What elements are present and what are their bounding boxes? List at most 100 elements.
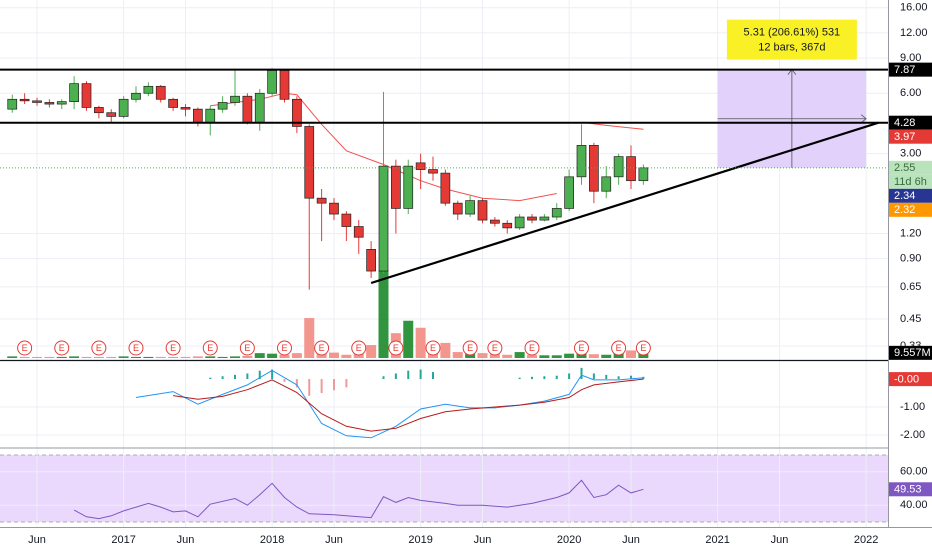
candle-body bbox=[613, 156, 624, 178]
volume-bar bbox=[131, 356, 141, 358]
macd-histogram-bar bbox=[630, 375, 632, 380]
macd-histogram-bar bbox=[221, 376, 224, 380]
earnings-marker bbox=[17, 340, 33, 356]
macd-histogram-bar bbox=[432, 372, 434, 380]
volume-bar bbox=[7, 356, 18, 358]
x-tick-label: Jun bbox=[325, 534, 343, 546]
price-badge-bg bbox=[889, 188, 932, 203]
volume-bar bbox=[502, 354, 513, 358]
y-tick-label: 0.90 bbox=[900, 252, 921, 264]
x-tick-label: 2020 bbox=[557, 534, 581, 546]
macd-badge: -0.00 bbox=[894, 374, 919, 386]
macd-histogram-bar bbox=[382, 376, 385, 380]
earnings-marker bbox=[635, 340, 651, 356]
volume-bar bbox=[588, 354, 599, 358]
countdown-badge-bg bbox=[889, 174, 932, 189]
volume-badge-bg bbox=[889, 345, 932, 360]
volume-bar bbox=[205, 356, 216, 358]
candle-body bbox=[230, 95, 240, 103]
candle-body bbox=[143, 85, 154, 94]
volume-bar bbox=[81, 356, 92, 358]
candle-body bbox=[44, 102, 55, 105]
rsi-line bbox=[73, 479, 644, 520]
macd-histogram-bar bbox=[295, 379, 298, 388]
volume-bar bbox=[527, 354, 537, 358]
earnings-label: E bbox=[467, 343, 473, 353]
earnings-label: E bbox=[96, 343, 102, 353]
earnings-marker bbox=[128, 340, 144, 356]
earnings-label: E bbox=[319, 343, 325, 353]
candle-body bbox=[576, 145, 587, 178]
earnings-label: E bbox=[430, 343, 436, 353]
x-tick-label: 2017 bbox=[111, 534, 135, 546]
macd-histogram-bar bbox=[283, 379, 286, 382]
candle-body bbox=[378, 165, 389, 272]
price-axis bbox=[888, 0, 932, 527]
candle-body bbox=[7, 98, 18, 110]
volume-bar bbox=[106, 356, 117, 358]
macd-badge-bg bbox=[889, 372, 932, 387]
candle-body bbox=[168, 98, 178, 108]
macd-line bbox=[135, 369, 644, 439]
candle-body bbox=[391, 165, 401, 209]
candle-body bbox=[205, 108, 216, 123]
candle-body bbox=[415, 162, 426, 170]
macd-histogram-bar bbox=[246, 373, 249, 380]
candle-body bbox=[428, 169, 438, 174]
measure-arrowhead bbox=[860, 114, 867, 124]
candle-body bbox=[403, 165, 414, 209]
candle-body bbox=[329, 202, 339, 215]
earnings-marker bbox=[54, 340, 70, 356]
macd-histogram-bar bbox=[407, 370, 410, 380]
volume-bar bbox=[19, 356, 30, 358]
candle-body bbox=[180, 107, 191, 110]
volume-bar bbox=[242, 355, 253, 358]
volume-bar bbox=[452, 352, 463, 358]
volume-bar bbox=[366, 345, 377, 358]
candle-body bbox=[465, 200, 475, 215]
earnings-label: E bbox=[393, 343, 399, 353]
earnings-label: E bbox=[529, 343, 535, 353]
price-badge-bg bbox=[889, 202, 932, 217]
y-tick-label: 6.00 bbox=[900, 87, 921, 99]
macd-histogram-bar bbox=[333, 379, 335, 391]
volume-bar bbox=[551, 355, 562, 358]
earnings-marker bbox=[388, 340, 404, 356]
trendline bbox=[370, 121, 879, 285]
x-tick-label: 2018 bbox=[260, 534, 284, 546]
earnings-marker bbox=[487, 340, 503, 356]
candle-body bbox=[527, 216, 537, 221]
volume-bar bbox=[168, 356, 179, 358]
macd-histogram-bar bbox=[419, 369, 422, 380]
candle-body bbox=[56, 101, 67, 105]
volume-bar bbox=[217, 356, 228, 358]
earnings-marker bbox=[314, 340, 330, 356]
y-tick-label: -2.00 bbox=[900, 429, 925, 441]
price-badge: 2.55 bbox=[894, 162, 915, 174]
earnings-label: E bbox=[244, 343, 250, 353]
candle-body bbox=[69, 83, 79, 102]
macd-histogram-bar bbox=[580, 367, 583, 380]
candle-body bbox=[626, 156, 636, 182]
volume-bar bbox=[539, 355, 550, 358]
volume-bar bbox=[32, 356, 42, 358]
volume-bar bbox=[329, 352, 339, 358]
macd-histogram-bar bbox=[209, 377, 212, 380]
y-tick-label: 1.20 bbox=[900, 227, 921, 239]
volume-bar bbox=[192, 356, 203, 358]
macd-histogram-bar bbox=[345, 379, 348, 388]
earnings-label: E bbox=[356, 343, 362, 353]
candle-body bbox=[514, 216, 525, 229]
candle-body bbox=[490, 219, 500, 224]
volume-bar bbox=[56, 356, 67, 358]
x-tick-label: Jun bbox=[177, 534, 195, 546]
measure-sublabel: 12 bars, 367d bbox=[758, 42, 825, 54]
candle-body bbox=[292, 98, 302, 127]
candle-body bbox=[353, 226, 364, 238]
macd-histogram-bar bbox=[320, 379, 323, 394]
earnings-marker bbox=[165, 340, 181, 356]
macd-histogram-bar bbox=[605, 374, 608, 380]
earnings-label: E bbox=[22, 343, 28, 353]
candle-body bbox=[254, 92, 265, 123]
